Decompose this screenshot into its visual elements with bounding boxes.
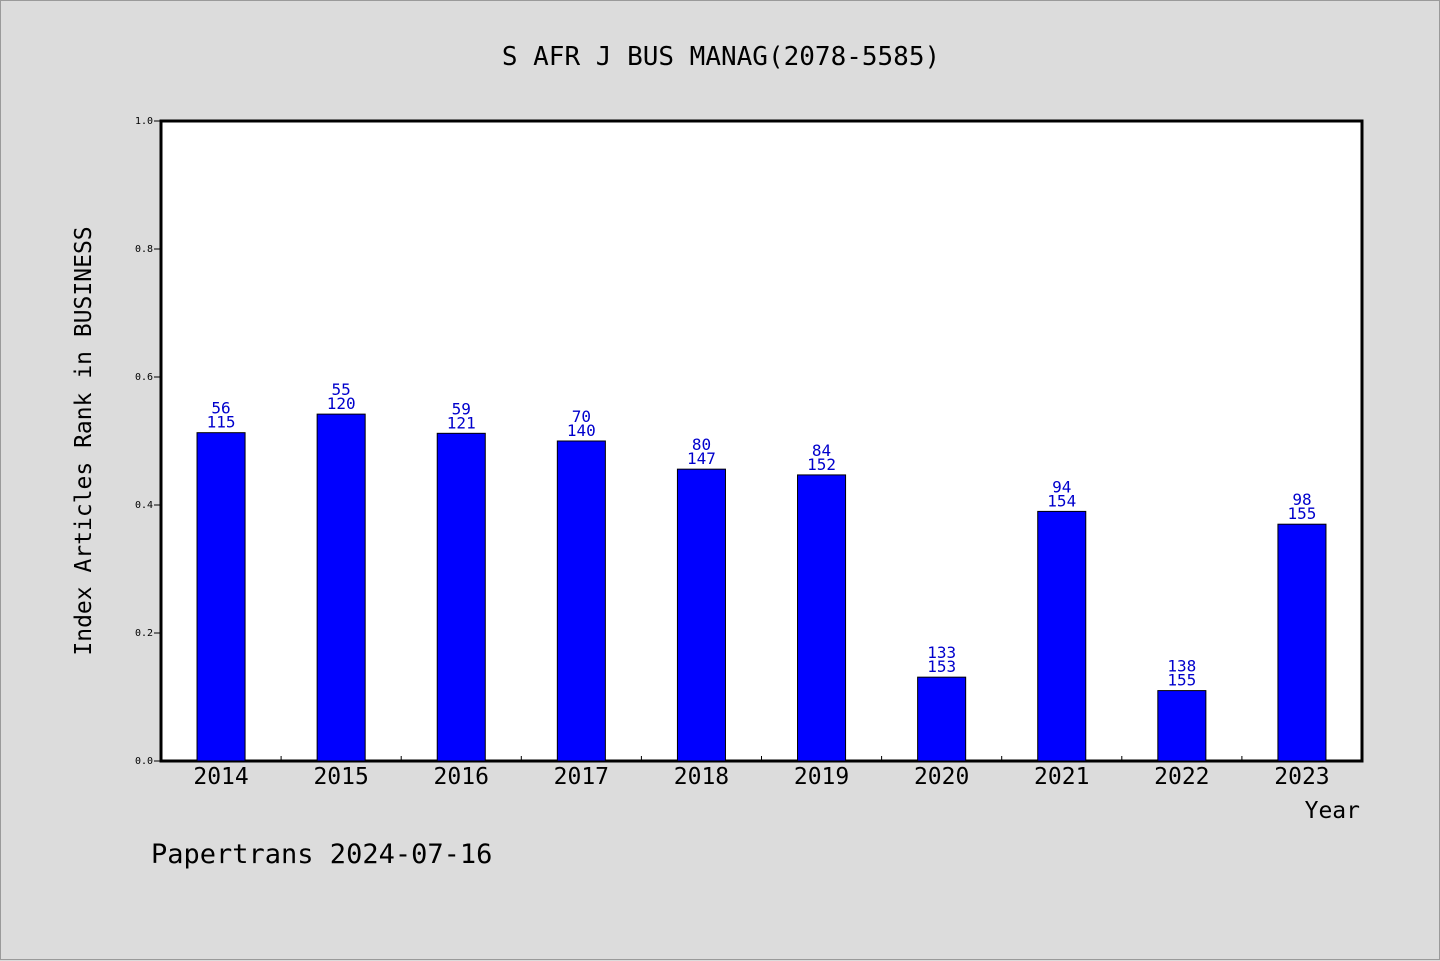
bar-2016	[436, 432, 486, 762]
bar-2022	[1157, 690, 1207, 762]
bar-rank-label: 84	[812, 441, 831, 460]
x-axis: 2014 2015 2016 2017 2018 2019 2020 2021 2022 2023	[193, 756, 1330, 790]
x-tick-label: 2015	[313, 764, 368, 790]
bar-total-label: 121	[447, 413, 476, 432]
bar-total-label: 154	[1047, 491, 1076, 510]
y-tick-label: 1.0	[135, 116, 153, 127]
bar-total-label: 120	[327, 394, 356, 413]
bar-rank-label: 56	[211, 399, 230, 418]
bar-rank-label: 80	[692, 435, 711, 454]
bar-total-label: 147	[687, 449, 716, 468]
chart-title: S AFR J BUS MANAG(2078-5585)	[502, 42, 940, 72]
bar-rank-label: 70	[572, 407, 591, 426]
bar-2018	[676, 468, 726, 762]
bar-2023	[1277, 523, 1327, 762]
bar-total-label: 115	[207, 413, 236, 432]
y-tick-label: 0.8	[135, 244, 153, 255]
y-axis: 0.0 0.2 0.4 0.6 0.8 1.0	[135, 116, 161, 767]
x-tick-label: 2014	[193, 764, 248, 790]
bar-2021	[1037, 510, 1087, 762]
x-tick-label: 2017	[554, 764, 609, 790]
bar-total-label: 155	[1167, 671, 1196, 690]
y-tick-label: 0.4	[135, 500, 153, 511]
bar-2015	[316, 413, 366, 762]
bar-total-label: 155	[1287, 504, 1316, 523]
bar-total-label: 140	[567, 421, 596, 440]
x-tick-label: 2019	[794, 764, 849, 790]
bar-2014	[196, 432, 246, 762]
bar-rank-label: 94	[1052, 477, 1071, 496]
y-tick-label: 0.6	[135, 372, 153, 383]
bar-rank-label: 59	[452, 399, 471, 418]
bar-2019	[797, 474, 847, 762]
bar-rank-label: 133	[927, 643, 956, 662]
bar-rank-label: 138	[1167, 657, 1196, 676]
x-tick-label: 2016	[434, 764, 489, 790]
x-axis-label: Year	[1305, 798, 1360, 824]
x-tick-label: 2022	[1154, 764, 1209, 790]
x-tick-label: 2021	[1034, 764, 1089, 790]
bar-2020	[917, 676, 967, 762]
bar-rank-label: 55	[332, 380, 351, 399]
bar-total-label: 152	[807, 455, 836, 474]
bar-2017	[556, 440, 606, 762]
y-tick-label: 0.0	[135, 756, 153, 767]
x-tick-label: 2018	[674, 764, 729, 790]
y-tick-label: 0.2	[135, 628, 153, 639]
bar-total-label: 153	[927, 657, 956, 676]
x-tick-label: 2023	[1274, 764, 1329, 790]
x-tick-label: 2020	[914, 764, 969, 790]
bar-rank-label: 98	[1292, 490, 1311, 509]
footer-credit: Papertrans 2024-07-16	[151, 839, 492, 870]
y-axis-label: Index Articles Rank in BUSINESS	[71, 226, 97, 655]
